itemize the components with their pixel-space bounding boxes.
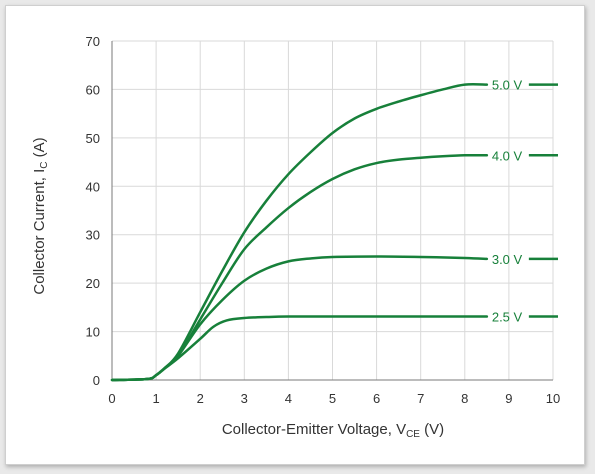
series-label: 5.0 V [492,78,523,93]
series-curve [110,153,489,382]
y-tick-label: 0 [93,373,100,388]
y-tick-label: 30 [86,228,100,243]
x-tick-label: 1 [152,391,159,406]
series-label: 3.0 V [492,252,523,267]
x-tick-label: 3 [241,391,248,406]
y-tick-label: 20 [86,276,100,291]
y-tick-label: 60 [86,82,100,97]
chart-frame: 0 1 2 3 4 5 6 7 8 9 10 0 10 20 30 40 50 60 70 5.0 V 4.0 V 3… [5,5,585,465]
x-tick-label: 4 [285,391,292,406]
x-tick-label: 5 [329,391,336,406]
series-label: 2.5 V [492,310,523,325]
series-curve [110,82,489,382]
y-tick-label: 40 [86,179,100,194]
x-tick-labels: 0 1 2 3 4 5 6 7 8 9 10 [108,391,560,406]
x-tick-label: 9 [505,391,512,406]
axes [111,41,553,381]
x-tick-label: 8 [461,391,468,406]
y-tick-labels: 0 10 20 30 40 50 60 70 [86,34,100,388]
y-axis-title: Collector Current, IC (A) [31,137,50,294]
series-curve [110,315,489,382]
x-tick-label: 10 [546,391,560,406]
x-tick-label: 7 [417,391,424,406]
series-curves [110,82,489,382]
iv-characteristics-chart: 0 1 2 3 4 5 6 7 8 9 10 0 10 20 30 40 50 60 70 5.0 V 4.0 V 3… [31,34,560,440]
x-tick-label: 6 [373,391,380,406]
grid-lines [112,40,554,380]
y-tick-label: 70 [86,34,100,49]
y-tick-label: 10 [86,325,100,340]
x-axis-title: Collector-Emitter Voltage, VCE (V) [222,421,444,440]
series-labels: 5.0 V 4.0 V 3.0 V 2.5 V [492,78,558,325]
y-tick-label: 50 [86,131,100,146]
x-tick-label: 0 [108,391,115,406]
series-curve [110,255,489,382]
x-tick-label: 2 [197,391,204,406]
series-label: 4.0 V [492,148,523,163]
